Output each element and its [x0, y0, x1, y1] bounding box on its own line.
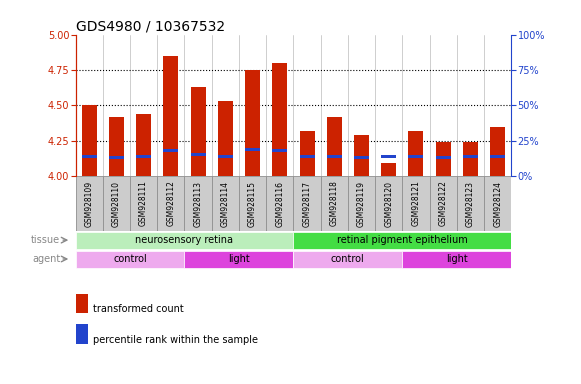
- Bar: [82, 105, 96, 176]
- Bar: [185, 176, 211, 231]
- Bar: [293, 232, 511, 249]
- Bar: [82, 155, 96, 158]
- Text: GSM928112: GSM928112: [166, 180, 175, 227]
- Bar: [76, 176, 103, 231]
- Text: GSM928124: GSM928124: [493, 180, 502, 227]
- Text: GSM928120: GSM928120: [384, 180, 393, 227]
- Text: GSM928115: GSM928115: [248, 180, 257, 227]
- Text: GSM928111: GSM928111: [139, 180, 148, 227]
- Bar: [463, 155, 478, 158]
- Bar: [218, 101, 233, 176]
- Bar: [300, 131, 314, 176]
- Text: GSM928113: GSM928113: [193, 180, 203, 227]
- Bar: [348, 176, 375, 231]
- Text: percentile rank within the sample: percentile rank within the sample: [93, 335, 258, 345]
- Bar: [136, 155, 151, 158]
- Bar: [239, 176, 266, 231]
- Text: GSM928118: GSM928118: [330, 180, 339, 227]
- Text: control: control: [331, 254, 365, 264]
- Text: retinal pigment epithelium: retinal pigment epithelium: [337, 235, 468, 245]
- Bar: [163, 149, 178, 152]
- Bar: [457, 176, 484, 231]
- Bar: [245, 70, 260, 176]
- Bar: [109, 156, 124, 159]
- Bar: [218, 155, 233, 158]
- Bar: [490, 126, 505, 176]
- Text: GSM928122: GSM928122: [439, 180, 448, 227]
- Bar: [300, 155, 314, 158]
- Text: GSM928123: GSM928123: [466, 180, 475, 227]
- Bar: [402, 251, 511, 268]
- Bar: [402, 176, 429, 231]
- Bar: [266, 176, 293, 231]
- Bar: [327, 155, 342, 158]
- Bar: [76, 251, 185, 268]
- Bar: [327, 117, 342, 176]
- Bar: [103, 176, 130, 231]
- Text: light: light: [228, 254, 250, 264]
- Bar: [272, 149, 287, 152]
- Text: GSM928117: GSM928117: [303, 180, 311, 227]
- Text: light: light: [446, 254, 468, 264]
- Bar: [490, 155, 505, 158]
- Text: GSM928121: GSM928121: [411, 180, 421, 227]
- Bar: [136, 114, 151, 176]
- Bar: [375, 176, 402, 231]
- Bar: [157, 176, 185, 231]
- Bar: [484, 176, 511, 231]
- Text: GSM928119: GSM928119: [357, 180, 366, 227]
- Bar: [245, 147, 260, 151]
- Bar: [381, 155, 396, 158]
- Text: tissue: tissue: [31, 235, 60, 245]
- Bar: [130, 176, 157, 231]
- Bar: [191, 153, 206, 156]
- Bar: [436, 156, 451, 159]
- Bar: [354, 135, 369, 176]
- Bar: [408, 155, 424, 158]
- Text: GSM928109: GSM928109: [85, 180, 94, 227]
- Bar: [408, 131, 424, 176]
- Bar: [211, 176, 239, 231]
- Bar: [321, 176, 348, 231]
- Bar: [293, 251, 402, 268]
- Text: GSM928116: GSM928116: [275, 180, 284, 227]
- Bar: [293, 176, 321, 231]
- Bar: [109, 117, 124, 176]
- Text: GDS4980 / 10367532: GDS4980 / 10367532: [76, 20, 225, 33]
- Bar: [463, 142, 478, 176]
- Bar: [429, 176, 457, 231]
- Bar: [191, 87, 206, 176]
- Bar: [272, 63, 287, 176]
- Text: GSM928110: GSM928110: [112, 180, 121, 227]
- Bar: [436, 142, 451, 176]
- Text: agent: agent: [32, 254, 60, 264]
- Bar: [354, 156, 369, 159]
- Bar: [163, 56, 178, 176]
- Bar: [381, 163, 396, 176]
- Text: transformed count: transformed count: [93, 304, 184, 314]
- Text: control: control: [113, 254, 147, 264]
- Text: neurosensory retina: neurosensory retina: [135, 235, 234, 245]
- Bar: [185, 251, 293, 268]
- Bar: [76, 232, 293, 249]
- Text: GSM928114: GSM928114: [221, 180, 230, 227]
